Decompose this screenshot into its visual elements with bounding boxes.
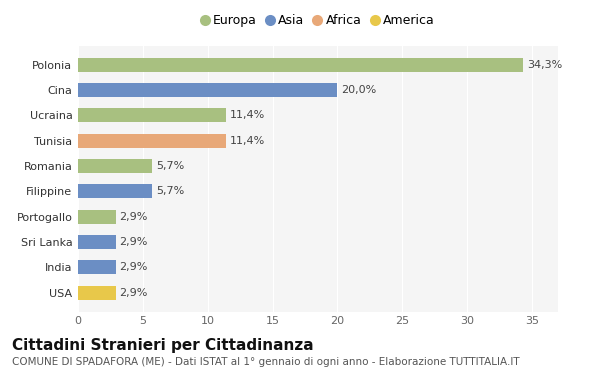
Bar — [78, 159, 152, 173]
Bar — [78, 260, 116, 274]
Bar — [78, 184, 152, 198]
Text: 20,0%: 20,0% — [341, 85, 377, 95]
Text: 34,3%: 34,3% — [527, 60, 562, 70]
Text: COMUNE DI SPADAFORA (ME) - Dati ISTAT al 1° gennaio di ogni anno - Elaborazione : COMUNE DI SPADAFORA (ME) - Dati ISTAT al… — [12, 357, 520, 367]
Bar — [78, 134, 226, 147]
Bar — [78, 58, 523, 71]
Bar — [78, 286, 116, 299]
Legend: Europa, Asia, Africa, America: Europa, Asia, Africa, America — [197, 9, 439, 32]
Bar — [78, 235, 116, 249]
Bar — [78, 210, 116, 223]
Text: 11,4%: 11,4% — [230, 110, 265, 120]
Text: 2,9%: 2,9% — [119, 212, 148, 222]
Text: 2,9%: 2,9% — [119, 262, 148, 272]
Bar — [78, 108, 226, 122]
Text: 11,4%: 11,4% — [230, 136, 265, 146]
Text: Cittadini Stranieri per Cittadinanza: Cittadini Stranieri per Cittadinanza — [12, 338, 314, 353]
Text: 2,9%: 2,9% — [119, 237, 148, 247]
Bar — [78, 83, 337, 97]
Text: 5,7%: 5,7% — [156, 186, 184, 196]
Text: 2,9%: 2,9% — [119, 288, 148, 298]
Text: 5,7%: 5,7% — [156, 161, 184, 171]
